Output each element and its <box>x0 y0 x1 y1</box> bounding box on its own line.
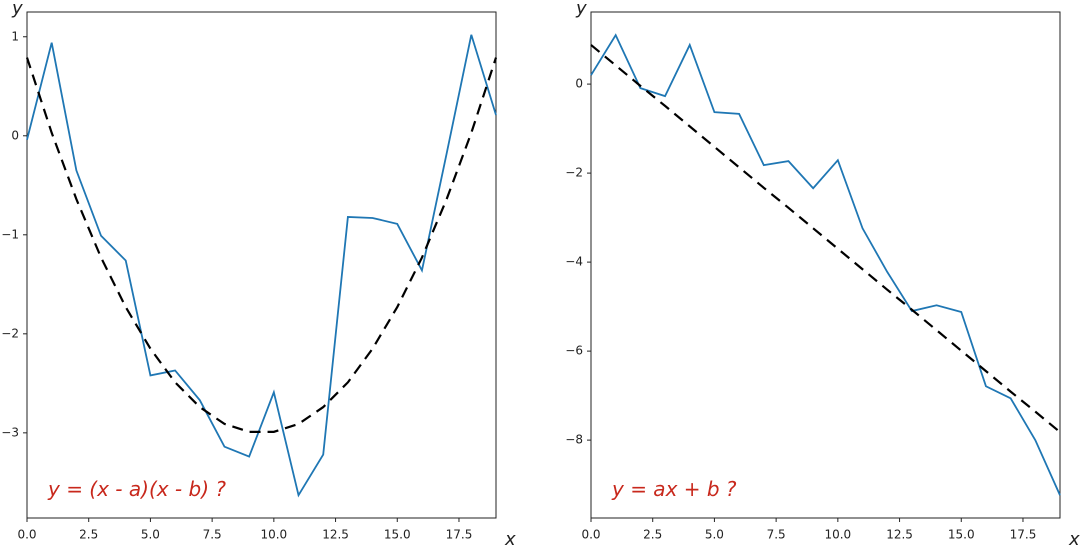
y-tick-label: 0 <box>575 77 583 91</box>
x-tick-label: 7.5 <box>203 528 222 542</box>
y-tick-label: −6 <box>565 344 583 358</box>
data-line <box>590 44 1061 433</box>
axes-frame <box>590 11 1061 519</box>
x-tick-label: 10.0 <box>260 528 287 542</box>
annotation: y = (x - a)(x - b) ? <box>47 477 226 501</box>
y-tick-label: −2 <box>565 166 583 180</box>
x-tick-label: 2.5 <box>643 528 662 542</box>
x-axis-label: x <box>1068 529 1080 546</box>
x-tick-label: 0.0 <box>17 528 36 542</box>
annotation: y = ax + b ? <box>611 477 737 501</box>
x-tick-label: 15.0 <box>384 528 411 542</box>
x-tick-label: 5.0 <box>141 528 160 542</box>
y-tick-label: 1 <box>11 29 19 43</box>
x-tick-label: 12.5 <box>886 528 913 542</box>
y-tick-label: −2 <box>1 326 19 340</box>
x-tick-label: 0.0 <box>581 528 600 542</box>
y-tick-label: −8 <box>565 433 583 447</box>
y-tick-label: −1 <box>1 227 19 241</box>
data-line <box>26 34 497 498</box>
y-tick-label: −4 <box>565 255 583 269</box>
data-line <box>590 33 1061 496</box>
x-tick-label: 15.0 <box>948 528 975 542</box>
data-line <box>25 57 498 433</box>
x-tick-label: 2.5 <box>79 528 98 542</box>
x-tick-label: 7.5 <box>767 528 786 542</box>
x-axis-label: x <box>504 529 516 546</box>
y-axis-label: y <box>11 0 23 19</box>
x-tick-label: 17.5 <box>446 528 473 542</box>
y-tick-label: −3 <box>1 425 19 439</box>
y-axis-label: y <box>575 0 587 19</box>
x-tick-label: 17.5 <box>1010 528 1037 542</box>
x-tick-label: 5.0 <box>705 528 724 542</box>
axes-frame <box>26 11 497 519</box>
x-tick-label: 12.5 <box>322 528 349 542</box>
y-tick-label: 0 <box>11 128 19 142</box>
x-tick-label: 10.0 <box>824 528 851 542</box>
